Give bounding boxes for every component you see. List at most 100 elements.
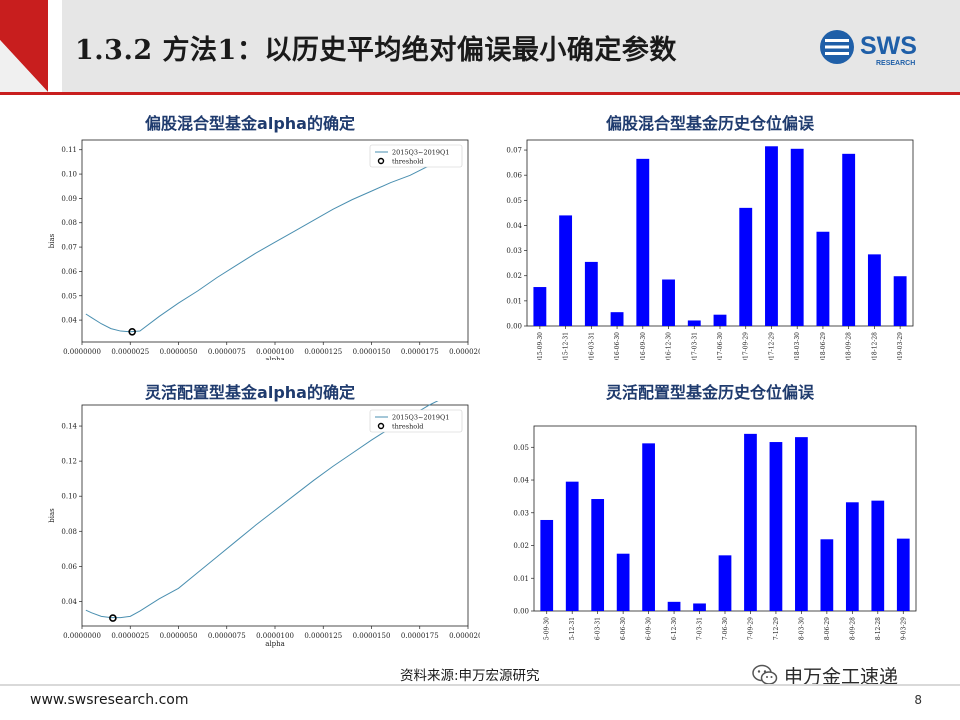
y-tick-label: 0.01 [506, 297, 522, 305]
equity-alpha-line-chart: 0.0000000 0.0000025 0.0000050 0.0000075 0.00… [48, 139, 480, 360]
x-tick-label: 2015-09-30 [544, 617, 551, 640]
x-tick-label: 2016-09-30 [646, 617, 653, 640]
chart-title-equity-bias: 偏股混合型基金历史仓位偏误 [605, 114, 814, 133]
threshold-marker [128, 327, 136, 336]
y-tick-label: 0.14 [61, 423, 77, 431]
legend-series-label: 2015Q3~2019Q1 [392, 149, 449, 157]
x-tick-label: 2018-03-30 [794, 332, 801, 360]
bar [662, 279, 675, 326]
x-tick-label: 0.0000100 [256, 348, 294, 356]
bar [867, 254, 881, 326]
y-tick-label: 0.06 [61, 268, 77, 276]
y-tick-label: 0.04 [61, 598, 77, 606]
y-tick-label: 0.00 [506, 323, 522, 331]
x-tick-label: 0.0000150 [353, 348, 391, 356]
equity-bias-bar-chart: 0.00 0.01 0.02 0.03 0.04 0.05 0.06 0.07 2015-09-… [506, 139, 914, 360]
bar [713, 314, 727, 326]
bar [765, 146, 778, 326]
legend-threshold-swatch [377, 157, 385, 165]
x-tick-label: 0.0000025 [111, 632, 149, 640]
bar [540, 519, 554, 611]
x-axis-label: alpha [265, 640, 285, 648]
x-tick-label: 0.0000000 [63, 632, 101, 640]
flexible-alpha-line-chart: 0.0000000 0.0000025 0.0000050 0.0000075 0.00… [48, 401, 480, 648]
x-tick-label: 0.0000200 [449, 348, 480, 356]
slide-title: 1.3.2 方法1：以历史平均绝对偏误最小确定参数 [75, 35, 677, 66]
x-tick-label: 2018-12-28 [875, 617, 882, 640]
y-tick-label: 0.09 [61, 195, 77, 203]
bar [871, 500, 885, 611]
bar [584, 261, 598, 326]
bar [769, 442, 783, 611]
x-tick-label: 2017-12-29 [768, 332, 775, 360]
y-axis-label: bias [48, 508, 56, 523]
x-tick-label: 0.0000150 [353, 632, 391, 640]
x-tick-label: 2016-12-30 [671, 617, 678, 640]
bar [565, 481, 579, 611]
y-tick-label: 0.06 [61, 563, 77, 571]
y-tick-label: 0.06 [506, 172, 522, 180]
x-tick-label: 0.0000000 [63, 348, 101, 356]
bar [642, 443, 655, 611]
legend-threshold-swatch [377, 422, 385, 430]
logo-subtext: RESEARCH [876, 60, 915, 67]
bar [795, 437, 808, 611]
x-tick-label: 2018-09-28 [849, 617, 856, 640]
plot-frame [81, 404, 469, 627]
x-tick-label: 2016-03-31 [588, 332, 595, 360]
x-tick-label: 2015-12-31 [563, 332, 570, 360]
x-tick-label: 2017-06-30 [722, 617, 729, 640]
bar [693, 603, 706, 611]
legend-threshold-label: threshold [392, 158, 423, 166]
bar [816, 231, 830, 326]
x-tick-label: 2017-12-29 [773, 617, 780, 640]
x-tick-label: 0.0000025 [111, 348, 149, 356]
x-tick-label: 0.0000175 [401, 348, 439, 356]
bar [559, 215, 573, 326]
page-number: 8 [914, 693, 922, 707]
x-tick-label: 2018-12-28 [871, 332, 878, 360]
logo-text: SWS [860, 32, 917, 60]
bar [790, 148, 804, 326]
x-tick-label: 2018-03-30 [798, 617, 805, 640]
y-tick-label: 0.08 [61, 528, 77, 536]
legend-box [369, 144, 463, 168]
x-tick-label: 0.0000075 [208, 632, 246, 640]
legend-threshold-label: threshold [392, 423, 423, 431]
bar [636, 158, 650, 326]
x-axis-label: alpha [265, 356, 285, 360]
x-tick-label: 0.0000175 [401, 632, 439, 640]
y-tick-label: 0.07 [61, 244, 77, 252]
y-tick-label: 0.02 [513, 542, 529, 550]
source-note: 资料来源:申万宏源研究 [400, 668, 540, 684]
x-tick-label: 0.0000200 [449, 632, 480, 640]
x-tick-label: 0.0000125 [304, 348, 342, 356]
x-tick-label: 2016-06-30 [620, 617, 627, 640]
x-tick-label: 2015-09-30 [537, 332, 544, 360]
bar [744, 433, 757, 611]
bar [610, 312, 624, 326]
x-tick-label: 0.0000050 [160, 348, 198, 356]
x-tick-label: 0.0000125 [304, 632, 342, 640]
bar [667, 601, 681, 611]
y-tick-label: 0.10 [61, 493, 77, 501]
bar [896, 538, 910, 611]
y-tick-label: 0.00 [513, 608, 529, 616]
y-tick-label: 0.05 [506, 197, 522, 205]
bar [718, 555, 732, 611]
x-tick-label: 2017-03-31 [697, 617, 704, 640]
x-tick-label: 2018-09-28 [846, 332, 853, 360]
website-link[interactable]: www.swsresearch.com [30, 692, 189, 708]
bar [687, 320, 701, 326]
bar [842, 153, 856, 326]
header-divider [0, 92, 960, 95]
footer-divider [0, 684, 960, 686]
series-line [85, 159, 440, 333]
x-tick-label: 2018-06-29 [824, 617, 831, 640]
y-tick-label: 0.11 [61, 146, 77, 154]
bar [533, 287, 547, 326]
legend-series-label: 2015Q3~2019Q1 [392, 414, 449, 422]
y-tick-label: 0.05 [513, 444, 529, 452]
chart-title-flexible-bias: 灵活配置型基金历史仓位偏误 [605, 383, 814, 402]
wechat-account-name: 申万金工速递 [784, 665, 899, 688]
